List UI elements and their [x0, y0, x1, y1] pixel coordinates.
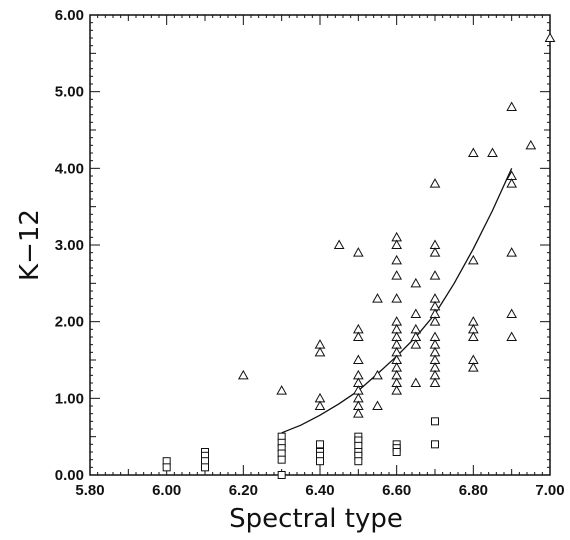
triangle-point	[410, 339, 422, 349]
triangle-point	[314, 400, 326, 410]
square-point	[316, 457, 324, 466]
y-tick-label: 0.00	[55, 467, 84, 484]
tick-labels: 5.80 6.00 6.20 6.40 6.60 6.80 7.00 0.00 1.00 2.00…	[55, 7, 565, 499]
triangle-point	[237, 369, 249, 380]
square-point	[277, 455, 286, 464]
triangle-point	[391, 270, 403, 280]
triangle-point	[429, 377, 441, 387]
triangle-point	[487, 147, 498, 157]
triangle-point	[391, 239, 403, 249]
triangle-point	[372, 369, 383, 380]
triangle-point	[391, 385, 403, 395]
triangle-point	[467, 362, 479, 372]
triangle-point	[467, 254, 479, 265]
triangle-point	[467, 147, 479, 157]
triangle-point	[410, 277, 422, 288]
triangle-point	[506, 101, 518, 111]
y-tick-label: 2.00	[55, 314, 84, 331]
y-tick-label: 5.00	[55, 84, 84, 101]
square-point	[392, 448, 401, 456]
triangle-point	[410, 377, 422, 387]
y-axis-title: K−12	[15, 209, 45, 281]
triangle-point	[429, 316, 441, 326]
triangle-point	[506, 331, 518, 341]
square-point	[354, 457, 363, 466]
square-point	[431, 440, 439, 449]
square-point	[316, 440, 324, 449]
y-tick-label: 3.00	[55, 237, 84, 254]
axis-ticks	[89, 14, 551, 476]
triangle-point	[506, 247, 518, 257]
y-tick-label: 6.00	[55, 7, 84, 24]
x-tick-label: 6.60	[382, 482, 411, 499]
square-point	[201, 463, 209, 472]
x-tick-label: 6.20	[229, 482, 258, 499]
x-axis-title: Spectral type	[229, 504, 403, 534]
triangle-point	[429, 247, 441, 257]
triangle-point	[525, 139, 537, 150]
triangle-point	[333, 239, 345, 249]
square-point	[431, 417, 439, 426]
triangle-point	[352, 354, 364, 364]
x-tick-label: 5.80	[75, 482, 104, 499]
triangle-point	[410, 308, 422, 318]
square-point	[162, 463, 171, 472]
triangle-point	[429, 270, 441, 280]
x-tick-label: 6.00	[152, 482, 181, 499]
y-tick-label: 4.00	[55, 160, 84, 177]
data-markers	[162, 32, 556, 479]
x-tick-label: 6.80	[459, 482, 488, 499]
triangle-point	[429, 178, 441, 188]
triangle-point	[391, 254, 403, 265]
triangle-point	[352, 247, 364, 257]
x-tick-label: 7.00	[535, 482, 564, 499]
triangle-point	[314, 346, 326, 357]
triangle-point	[467, 331, 479, 341]
y-tick-label: 1.00	[55, 390, 84, 407]
triangle-point	[544, 32, 556, 42]
triangle-point	[506, 178, 518, 188]
x-tick-label: 6.40	[305, 482, 334, 499]
triangle-point	[372, 293, 383, 303]
square-point	[277, 471, 286, 479]
triangle-point	[372, 400, 383, 410]
triangle-point	[391, 293, 403, 303]
triangle-point	[506, 308, 518, 318]
triangle-point	[352, 331, 364, 341]
triangle-point	[276, 385, 288, 395]
triangle-point	[352, 408, 364, 418]
